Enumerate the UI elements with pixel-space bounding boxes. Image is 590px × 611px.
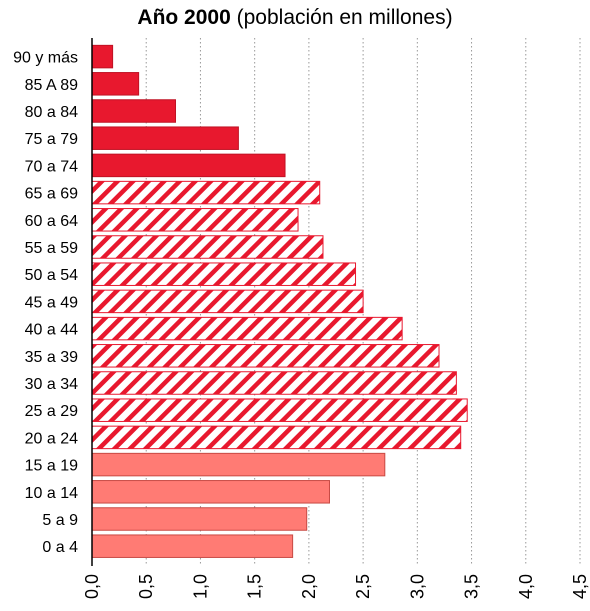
bar <box>91 72 140 96</box>
y-tick-label: 25 a 29 <box>25 403 78 420</box>
x-tick-label: 1,5 <box>245 574 265 599</box>
y-tick-label: 35 a 39 <box>25 349 78 366</box>
bar <box>91 452 386 477</box>
x-tick-label: 2,0 <box>299 574 319 599</box>
bar <box>91 371 457 395</box>
bar <box>91 126 239 150</box>
x-tick-label: 2,5 <box>353 574 373 599</box>
x-tick-label: 3,5 <box>462 574 482 599</box>
bar <box>91 208 299 232</box>
bar <box>91 289 364 314</box>
bar <box>91 235 324 259</box>
y-tick-label: 65 a 69 <box>25 186 78 203</box>
x-axis-labels: 0,0 0,5 1,0 1,5 2,0 2,5 3,0 3,5 4,0 4,5 <box>82 574 590 599</box>
bar <box>91 425 462 450</box>
y-tick-label: 75 a 79 <box>25 131 78 148</box>
y-tick-label: 80 a 84 <box>25 104 78 121</box>
y-axis-labels: 90 y más 85 A 89 80 a 84 75 a 79 70 a 74 65 a… <box>13 50 78 557</box>
bars <box>91 44 468 558</box>
bar <box>91 507 308 531</box>
y-tick-label: 5 a 9 <box>42 512 78 529</box>
bar <box>91 262 357 286</box>
y-tick-label: 50 a 54 <box>25 267 78 284</box>
x-tick-label: 0,5 <box>136 574 156 599</box>
y-tick-label: 90 y más <box>13 50 78 67</box>
bar <box>91 344 440 368</box>
y-tick-label: 45 a 49 <box>25 294 78 311</box>
y-tick-label: 15 a 19 <box>25 458 78 475</box>
bar <box>91 398 468 422</box>
y-tick-label: 55 a 59 <box>25 240 78 257</box>
chart-title: Año 2000 (población en millones) <box>0 6 590 30</box>
y-tick-label: 30 a 34 <box>25 376 78 393</box>
y-tick-label: 60 a 64 <box>25 213 78 230</box>
y-tick-label: 85 A 89 <box>25 77 78 94</box>
chart-title-main: Año 2000 <box>137 6 231 29</box>
bar <box>91 180 321 205</box>
x-tick-label: 0,0 <box>82 574 102 599</box>
y-tick-label: 0 a 4 <box>42 539 78 556</box>
y-tick-label: 70 a 74 <box>25 158 78 175</box>
x-tick-label: 4,0 <box>516 574 536 599</box>
x-tick-label: 1,0 <box>190 574 210 599</box>
bar <box>91 44 114 69</box>
y-tick-label: 20 a 24 <box>25 430 78 447</box>
chart-subtitle: (población en millones) <box>236 6 453 29</box>
grid <box>145 38 581 566</box>
bar <box>91 316 403 341</box>
bar <box>91 534 294 558</box>
y-tick-label: 40 a 44 <box>25 322 78 339</box>
x-tick-label: 4,5 <box>570 574 590 599</box>
bar <box>91 99 177 123</box>
y-tick-label: 10 a 14 <box>25 485 78 502</box>
x-tick-label: 3,0 <box>407 574 427 599</box>
bar <box>91 153 286 178</box>
bar <box>91 480 330 504</box>
